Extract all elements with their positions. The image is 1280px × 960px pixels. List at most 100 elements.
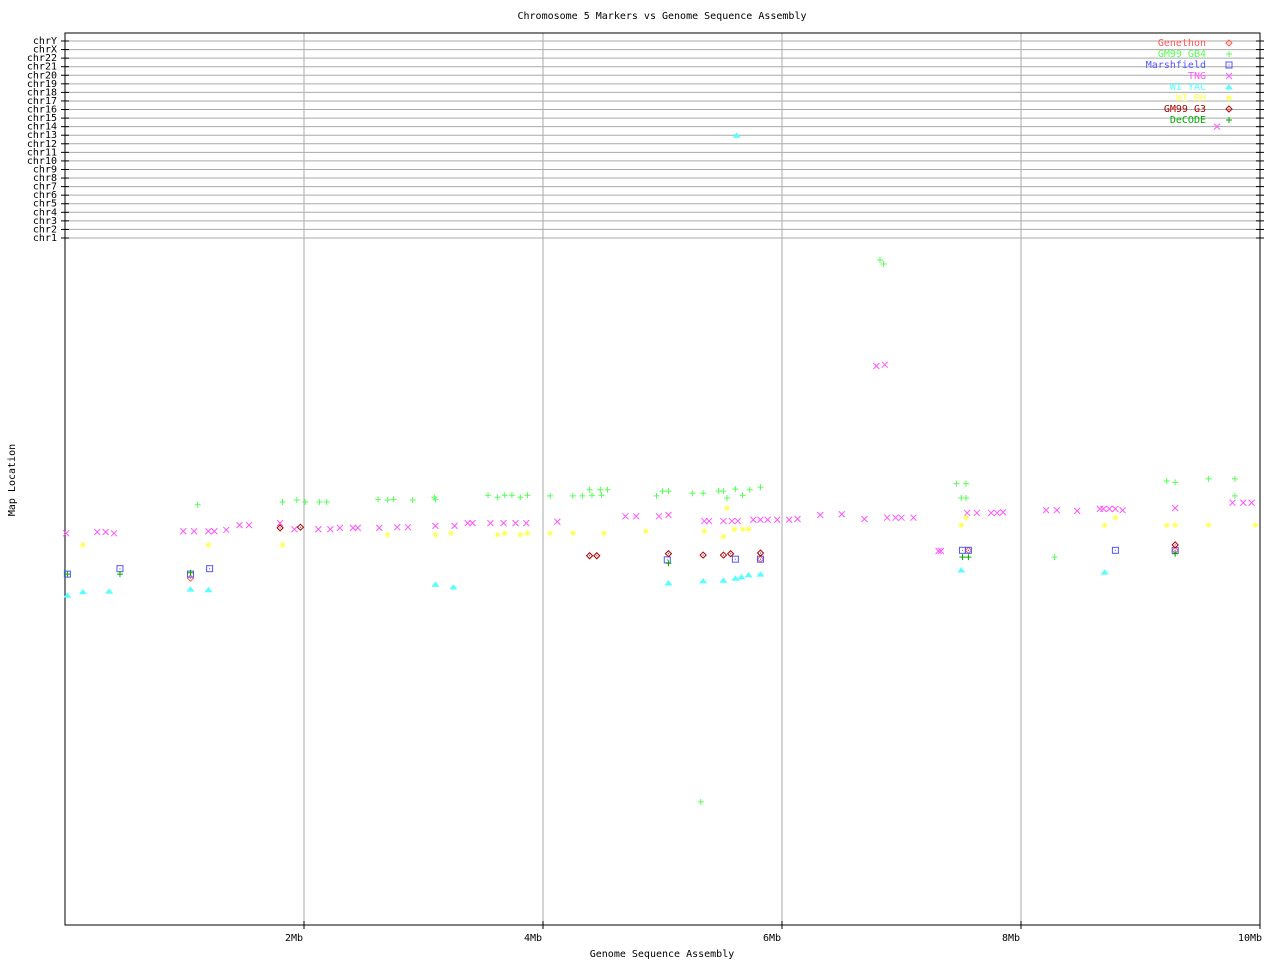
data-point: [524, 530, 531, 537]
x-tick-label: 2Mb: [285, 933, 303, 944]
data-point: [432, 496, 439, 503]
data-point: [206, 565, 214, 573]
data-point: [653, 492, 660, 499]
data-point: [179, 527, 187, 535]
data-point: [746, 486, 753, 493]
data-point: [432, 531, 439, 538]
y-tick-label: chr20: [27, 70, 57, 81]
y-tick-label: chrY: [33, 36, 57, 47]
data-point: [999, 508, 1007, 516]
data-point: [547, 530, 554, 537]
data-point: [689, 490, 696, 497]
data-point: [585, 552, 594, 560]
series-wi-rh: [79, 505, 1259, 548]
data-point: [642, 528, 649, 535]
data-point: [469, 519, 476, 527]
data-point: [731, 526, 738, 533]
y-tick-label: chr10: [27, 156, 57, 167]
data-point: [963, 480, 970, 487]
data-point: [632, 512, 640, 520]
y-tick-label: chr21: [27, 62, 57, 73]
legend-label: Genethon: [1158, 38, 1206, 49]
data-point: [732, 132, 741, 138]
data-point: [773, 516, 781, 524]
data-point: [1163, 522, 1170, 529]
data-point: [963, 494, 970, 501]
data-point: [655, 512, 663, 520]
y-tick-label: chr8: [33, 173, 57, 184]
data-point: [898, 514, 905, 522]
y-tick-label: chr1: [33, 233, 57, 244]
data-point: [785, 516, 793, 524]
data-point: [861, 515, 868, 523]
data-point: [464, 519, 472, 527]
data-point: [194, 501, 201, 508]
data-point: [186, 574, 195, 582]
data-point: [1119, 506, 1126, 514]
data-point: [276, 519, 284, 527]
data-point: [794, 515, 801, 523]
data-point: [291, 525, 298, 533]
data-point: [816, 511, 824, 519]
data-point: [375, 524, 383, 532]
data-point: [719, 577, 728, 583]
data-point: [236, 521, 243, 529]
data-point: [186, 586, 195, 592]
data-point: [553, 518, 561, 526]
data-point: [547, 492, 554, 499]
y-tick-label: chr17: [27, 96, 57, 107]
legend-label: DeCODE: [1170, 115, 1206, 126]
data-point: [508, 492, 515, 499]
legend-marker: [1225, 39, 1233, 47]
data-point: [116, 571, 123, 578]
data-point: [1100, 569, 1109, 575]
data-point: [431, 581, 440, 587]
data-point: [316, 499, 323, 506]
y-tick-label: chr12: [27, 139, 57, 150]
data-point: [522, 519, 530, 527]
data-point: [1112, 514, 1119, 521]
data-point: [93, 528, 101, 536]
y-tick-label: chr2: [33, 224, 57, 235]
chart-title: Chromosome 5 Markers vs Genome Sequence …: [518, 11, 807, 22]
data-point: [731, 555, 739, 563]
data-point: [222, 526, 230, 534]
y-axis-label: Map Location: [7, 444, 18, 516]
legend-label: WI YAC: [1170, 82, 1206, 93]
series-genethon: [186, 546, 1179, 582]
data-point: [409, 497, 416, 503]
data-point: [665, 488, 672, 495]
data-point: [1111, 546, 1119, 554]
data-point: [1252, 522, 1259, 529]
data-point: [569, 530, 576, 537]
data-point: [501, 492, 508, 499]
data-point: [1205, 522, 1212, 529]
data-point: [245, 521, 253, 529]
data-point: [600, 530, 607, 537]
plot-frame: [64, 32, 1261, 926]
data-point: [393, 523, 401, 531]
data-point: [597, 486, 604, 493]
y-tick-label: chr14: [27, 122, 57, 133]
data-point: [756, 555, 764, 563]
data-point: [1042, 506, 1050, 514]
data-point: [720, 517, 727, 525]
data-point: [569, 492, 576, 499]
y-tick-label: chr6: [33, 190, 57, 201]
axes: chr1chr2chr3chr4chr5chr6chr7chr8chr9chr1…: [27, 32, 1264, 944]
data-point: [724, 505, 731, 512]
data-point: [204, 586, 213, 593]
legend-marker: [1225, 61, 1233, 69]
series-marshfield: [63, 546, 1179, 578]
data-point: [598, 492, 605, 499]
data-point: [64, 571, 71, 578]
data-point: [302, 499, 309, 506]
series-tng: [62, 123, 1255, 555]
data-point: [110, 529, 118, 537]
data-point: [892, 514, 899, 522]
legend-marker: [1225, 105, 1233, 113]
data-point: [883, 514, 891, 522]
data-point: [728, 517, 736, 525]
data-point: [731, 575, 740, 581]
data-point: [838, 510, 846, 518]
